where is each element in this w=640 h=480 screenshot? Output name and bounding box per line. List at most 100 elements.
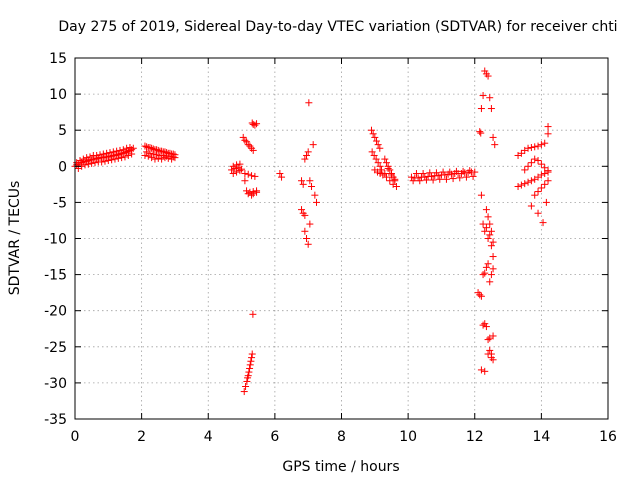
data-point bbox=[477, 105, 485, 113]
data-point bbox=[376, 144, 384, 152]
data-point bbox=[243, 187, 251, 195]
data-point bbox=[367, 126, 375, 134]
data-point bbox=[243, 377, 251, 385]
data-point bbox=[479, 271, 487, 279]
data-point bbox=[159, 151, 167, 159]
data-point bbox=[251, 172, 259, 180]
data-point bbox=[537, 141, 545, 149]
data-point bbox=[484, 260, 492, 268]
data-point bbox=[459, 167, 467, 175]
data-point bbox=[141, 142, 149, 150]
data-point bbox=[482, 323, 490, 331]
data-point bbox=[113, 147, 121, 155]
data-point bbox=[484, 336, 492, 344]
data-point bbox=[249, 146, 257, 154]
data-point bbox=[369, 130, 377, 138]
data-point bbox=[228, 166, 236, 174]
data-point bbox=[487, 350, 495, 358]
data-point bbox=[146, 149, 154, 157]
data-point bbox=[103, 149, 111, 157]
data-point bbox=[386, 177, 394, 185]
data-point bbox=[476, 128, 484, 136]
data-point bbox=[244, 190, 252, 198]
data-point bbox=[527, 159, 535, 167]
data-point bbox=[371, 133, 379, 141]
data-point bbox=[481, 367, 489, 375]
data-point bbox=[537, 160, 545, 168]
x-tick-labels: 0 2 4 6 8 10 12 14 16 bbox=[71, 429, 617, 445]
data-point bbox=[306, 177, 314, 185]
data-point bbox=[487, 105, 495, 113]
data-point bbox=[449, 175, 457, 183]
data-point bbox=[544, 167, 552, 175]
data-point bbox=[534, 157, 542, 165]
data-point bbox=[76, 157, 84, 165]
data-point bbox=[126, 144, 134, 152]
data-point bbox=[249, 310, 257, 318]
x-tick-label: 8 bbox=[337, 429, 346, 445]
data-point bbox=[541, 139, 549, 147]
data-point bbox=[306, 220, 314, 228]
data-point bbox=[487, 271, 495, 279]
data-point bbox=[308, 183, 316, 191]
data-point bbox=[123, 144, 131, 152]
data-point bbox=[99, 150, 107, 158]
data-point bbox=[386, 166, 394, 174]
data-point bbox=[248, 172, 256, 180]
data-point bbox=[246, 364, 254, 372]
data-point bbox=[372, 155, 380, 163]
data-point bbox=[537, 171, 545, 179]
data-point bbox=[387, 171, 395, 179]
data-point bbox=[531, 143, 539, 151]
x-tick-label: 14 bbox=[532, 429, 550, 445]
data-point bbox=[248, 191, 256, 199]
data-point bbox=[304, 148, 312, 156]
data-point bbox=[96, 151, 104, 159]
x-tick-label: 2 bbox=[137, 429, 146, 445]
data-point bbox=[481, 227, 489, 235]
data-point bbox=[374, 141, 382, 149]
data-point bbox=[244, 141, 252, 149]
data-point bbox=[484, 235, 492, 242]
data-point bbox=[412, 170, 420, 178]
data-point bbox=[309, 141, 317, 149]
data-point bbox=[153, 151, 161, 159]
data-point bbox=[469, 172, 477, 180]
data-point bbox=[108, 156, 116, 164]
data-point bbox=[233, 168, 241, 176]
data-point bbox=[119, 146, 127, 154]
data-point bbox=[305, 99, 313, 107]
data-points bbox=[71, 67, 552, 396]
data-point bbox=[303, 151, 311, 159]
data-point bbox=[243, 138, 251, 146]
data-point bbox=[79, 155, 87, 163]
data-point bbox=[487, 242, 495, 250]
data-point bbox=[278, 173, 286, 181]
data-point bbox=[301, 155, 309, 163]
data-point bbox=[382, 159, 390, 167]
data-point bbox=[128, 150, 136, 158]
data-point bbox=[527, 202, 535, 210]
y-tick-label: 5 bbox=[58, 123, 67, 139]
data-point bbox=[542, 198, 550, 206]
data-point bbox=[374, 159, 382, 167]
data-point bbox=[414, 174, 422, 182]
data-point bbox=[114, 154, 122, 162]
data-point bbox=[236, 167, 244, 175]
x-tick-label: 6 bbox=[270, 429, 279, 445]
data-point bbox=[517, 181, 525, 189]
data-point bbox=[486, 94, 494, 102]
data-point bbox=[88, 159, 96, 167]
data-point bbox=[521, 166, 529, 174]
data-point bbox=[392, 183, 400, 191]
y-tick-label: -30 bbox=[44, 376, 67, 392]
data-point bbox=[517, 149, 525, 157]
data-point bbox=[81, 161, 89, 169]
data-point bbox=[407, 173, 415, 181]
data-point bbox=[246, 361, 254, 369]
data-point bbox=[124, 151, 132, 159]
data-point bbox=[381, 170, 389, 178]
data-point bbox=[531, 155, 539, 163]
data-point bbox=[527, 177, 535, 185]
